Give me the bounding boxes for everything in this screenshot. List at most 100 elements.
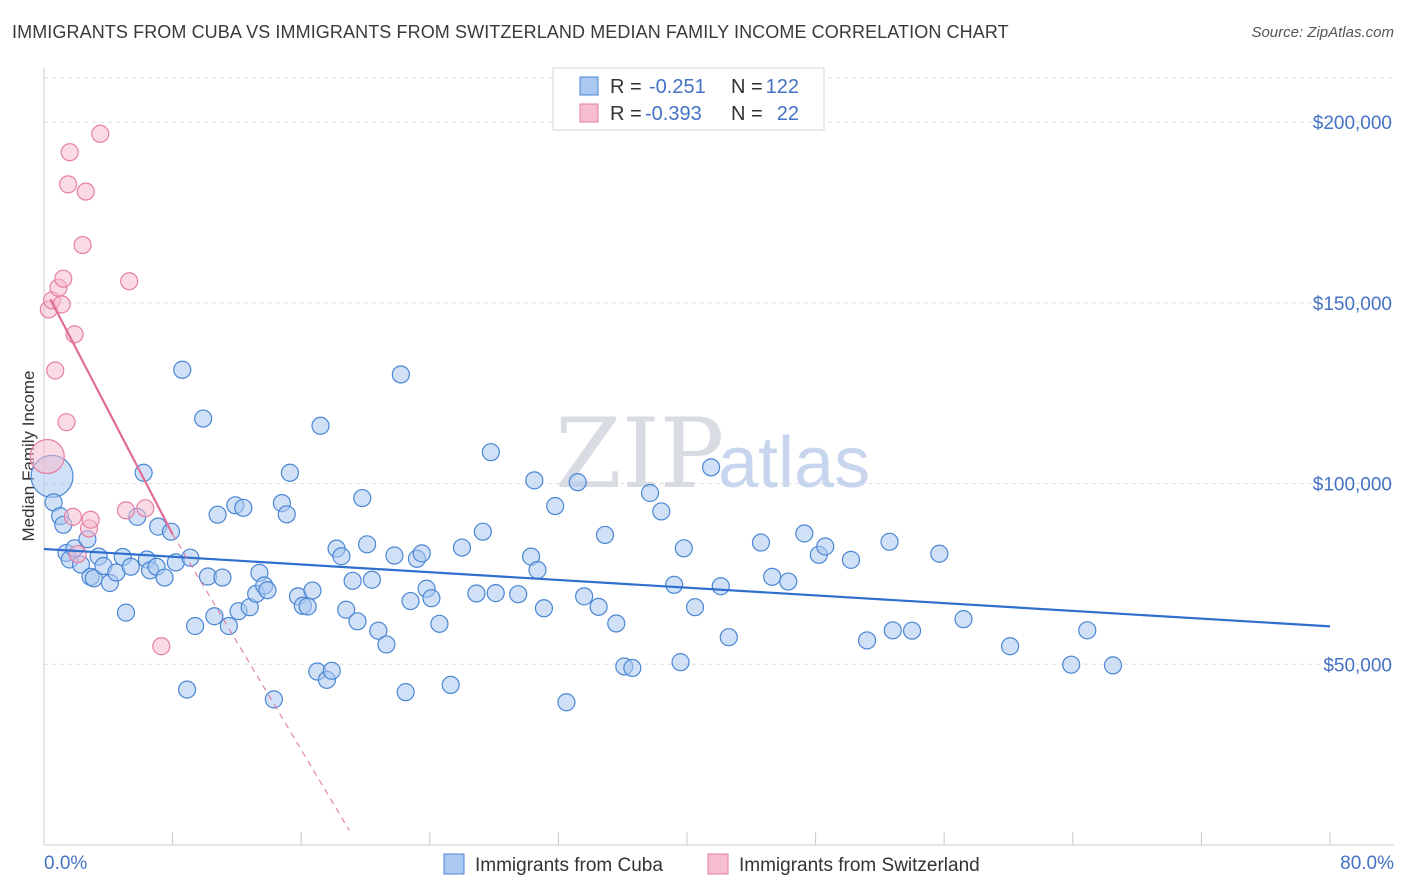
cuba-point bbox=[155, 568, 174, 587]
legend-r-value-swiss: -0.393 bbox=[645, 103, 702, 125]
swiss-point bbox=[57, 413, 76, 432]
cuba-point bbox=[358, 535, 377, 554]
cuba-point bbox=[671, 653, 690, 672]
cuba-point bbox=[857, 631, 877, 650]
cuba-point bbox=[640, 483, 660, 503]
cuba-point bbox=[186, 616, 205, 636]
source-credit: Source: ZipAtlas.com bbox=[1251, 24, 1394, 41]
swiss-point bbox=[63, 507, 83, 526]
cuba-point bbox=[607, 614, 626, 633]
legend-n-value-cuba: 122 bbox=[766, 76, 799, 98]
legend-r-label-cuba: R = bbox=[610, 76, 642, 98]
legend-n-label-swiss: N = bbox=[731, 103, 763, 125]
cuba-point bbox=[816, 537, 835, 556]
cuba-point bbox=[751, 533, 771, 552]
cuba-point bbox=[528, 560, 547, 580]
cuba-point bbox=[1062, 655, 1081, 674]
y-axis-label: Median Family Income bbox=[19, 370, 38, 541]
swiss-point bbox=[152, 637, 171, 656]
cuba-point bbox=[277, 505, 296, 524]
swiss-point bbox=[68, 544, 87, 564]
watermark-zip: ZIP bbox=[555, 398, 724, 510]
cuba-point bbox=[116, 603, 136, 622]
y-tick-label-200000: $200,000 bbox=[1313, 113, 1392, 134]
swiss-point bbox=[91, 124, 110, 143]
swiss-points bbox=[29, 124, 171, 656]
cuba-point bbox=[685, 598, 705, 617]
cuba-point bbox=[486, 584, 505, 603]
cuba-point bbox=[430, 614, 449, 633]
x-axis-ticks bbox=[172, 832, 1331, 845]
cuba-point bbox=[452, 538, 472, 557]
cuba-point bbox=[234, 498, 253, 517]
x-tick-label-max: 80.0% bbox=[1340, 853, 1394, 874]
cuba-point bbox=[575, 587, 594, 606]
cuba-point bbox=[362, 570, 382, 589]
cuba-point bbox=[481, 443, 500, 462]
swiss-trendline-extension bbox=[172, 533, 350, 831]
cuba-point bbox=[509, 585, 528, 604]
swiss-point bbox=[46, 361, 65, 380]
cuba-point bbox=[385, 546, 404, 565]
cuba-point bbox=[589, 597, 608, 616]
cuba-point bbox=[1078, 621, 1097, 640]
cuba-point bbox=[441, 675, 460, 695]
cuba-point bbox=[534, 599, 554, 618]
cuba-point bbox=[473, 522, 492, 541]
cuba-point bbox=[348, 612, 367, 631]
cuba-point bbox=[258, 581, 277, 600]
cuba-point bbox=[652, 502, 671, 521]
bottom-legend-label-swiss: Immigrants from Switzerland bbox=[739, 855, 980, 876]
cuba-point bbox=[322, 661, 341, 680]
cuba-point bbox=[264, 690, 283, 709]
bottom-legend-label-cuba: Immigrants from Cuba bbox=[475, 855, 663, 876]
cuba-point bbox=[280, 463, 300, 482]
cuba-point bbox=[219, 616, 238, 636]
cuba-point bbox=[665, 575, 684, 594]
cuba-point bbox=[353, 488, 372, 508]
swiss-point bbox=[60, 143, 79, 162]
cuba-point bbox=[194, 409, 213, 428]
cuba-point bbox=[343, 571, 362, 590]
cuba-point bbox=[880, 532, 899, 551]
cuba-point bbox=[841, 550, 861, 569]
y-tick-label-50000: $50,000 bbox=[1323, 655, 1392, 676]
swiss-point bbox=[76, 182, 95, 201]
bottom-legend-swatch-swiss bbox=[707, 853, 729, 875]
watermark-atlas: atlas bbox=[718, 423, 870, 503]
cuba-point bbox=[121, 557, 140, 576]
cuba-point bbox=[674, 539, 693, 558]
y-tick-label-150000: $150,000 bbox=[1313, 294, 1392, 315]
swiss-point bbox=[73, 235, 92, 255]
cuba-point bbox=[779, 572, 798, 591]
cuba-point bbox=[930, 544, 949, 563]
cuba-point bbox=[546, 496, 565, 516]
cuba-point bbox=[298, 597, 317, 616]
cuba-trendline bbox=[43, 547, 1331, 628]
cuba-point bbox=[795, 524, 814, 543]
series-legend: Immigrants from Cuba Immigrants from Swi… bbox=[443, 853, 980, 876]
chart-title: IMMIGRANTS FROM CUBA VS IMMIGRANTS FROM … bbox=[12, 22, 1009, 42]
cuba-point bbox=[412, 544, 431, 563]
cuba-point bbox=[595, 525, 615, 545]
cuba-point bbox=[1001, 637, 1020, 656]
cuba-point bbox=[954, 610, 973, 629]
swiss-point bbox=[29, 438, 65, 475]
cuba-point bbox=[557, 693, 576, 712]
cuba-point bbox=[422, 589, 441, 608]
legend-swatch-swiss bbox=[579, 103, 599, 123]
cuba-point bbox=[332, 547, 351, 566]
legend-r-label-swiss: R = bbox=[610, 103, 642, 125]
cuba-point bbox=[205, 607, 224, 626]
cuba-point bbox=[902, 621, 922, 640]
cuba-point bbox=[467, 584, 486, 603]
cuba-point bbox=[525, 471, 544, 490]
swiss-point bbox=[81, 510, 100, 529]
cuba-point bbox=[391, 365, 410, 384]
cuba-point bbox=[369, 621, 388, 640]
cuba-point bbox=[568, 473, 587, 492]
cuba-point bbox=[763, 567, 782, 586]
y-axis-tick-labels: $50,000 $100,000 $150,000 $200,000 bbox=[1313, 113, 1392, 676]
cuba-point bbox=[311, 416, 330, 435]
